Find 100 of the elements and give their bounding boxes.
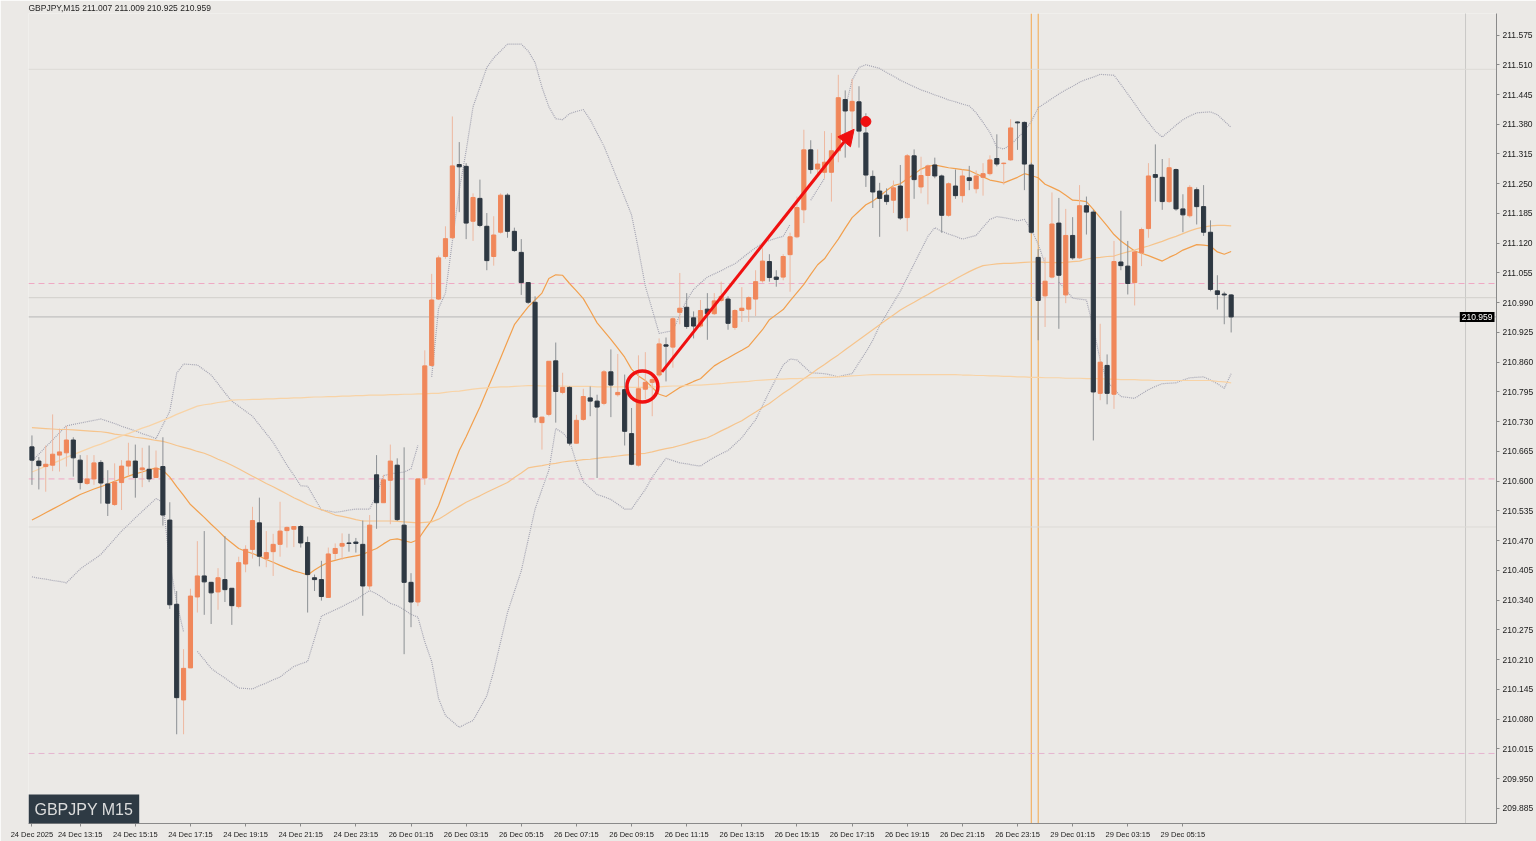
y-tick-label: 210.015 (1502, 743, 1534, 754)
y-tick-label: 211.055 (1502, 267, 1533, 278)
candlestick (842, 89, 848, 159)
candlestick (1001, 162, 1007, 186)
y-tick-label: 211.315 (1502, 148, 1533, 159)
y-tick-label: 210.925 (1502, 327, 1534, 338)
candlestick (98, 459, 104, 505)
y-tick-label: 210.990 (1502, 297, 1534, 308)
y-tick-label: 210.210 (1502, 654, 1534, 665)
y-tick-label: 211.250 (1502, 178, 1533, 189)
candlestick (1042, 256, 1048, 328)
candlestick (890, 180, 897, 214)
candlestick (77, 454, 83, 490)
candlestick (84, 454, 90, 486)
y-tick-label: 211.120 (1502, 238, 1533, 249)
line-series (31, 224, 1232, 524)
y-tick-label: 210.080 (1502, 714, 1534, 725)
candlestick (1118, 210, 1124, 271)
candlestick (112, 462, 118, 507)
candlestick (787, 232, 793, 293)
candlestick (29, 434, 35, 486)
y-tick-label: 209.950 (1502, 773, 1534, 784)
y-tick-label: 210.275 (1502, 624, 1534, 635)
candlestick (263, 530, 269, 568)
candlestick (560, 372, 566, 395)
candlestick (1214, 274, 1220, 311)
candlestick (298, 524, 304, 549)
y-tick-label: 210.405 (1502, 565, 1534, 576)
y-tick-label: 210.600 (1502, 476, 1534, 487)
candlestick (201, 530, 207, 616)
candlestick (146, 445, 152, 483)
y-tick-label: 211.445 (1502, 89, 1533, 100)
y-tick-label: 209.885 (1502, 803, 1534, 814)
candlestick (808, 139, 814, 175)
candlestick (849, 78, 855, 131)
y-tick-label: 210.860 (1502, 357, 1534, 368)
candlestick (766, 253, 772, 283)
candlestick (208, 581, 214, 625)
candlestick (442, 225, 449, 260)
ref-line-label: 210.959 (1461, 311, 1493, 322)
candlestick (380, 474, 387, 504)
candlestick (118, 459, 125, 511)
y-tick-label: 211.510 (1502, 59, 1533, 70)
candlestick (243, 544, 249, 573)
candlestick (691, 310, 697, 339)
candlestick (952, 169, 959, 200)
candlestick (132, 444, 138, 499)
candlestick (91, 454, 97, 486)
candlestick (215, 567, 221, 611)
candlestick (63, 425, 69, 468)
candlestick (966, 165, 972, 191)
candlestick (649, 375, 655, 417)
candlestick (36, 456, 42, 490)
candlestick (1228, 293, 1234, 333)
candlestick (50, 413, 56, 472)
candlestick (318, 560, 324, 602)
candlestick (387, 444, 393, 525)
candlestick (573, 414, 579, 445)
y-tick-label: 210.535 (1502, 505, 1534, 516)
candlestick (1014, 121, 1021, 151)
annotation: GBPJPY M15 (34, 800, 134, 818)
y-tick-label: 210.730 (1502, 416, 1534, 427)
y-tick-label: 210.145 (1502, 684, 1534, 695)
candlestick (1180, 193, 1186, 233)
candlestick (911, 148, 917, 200)
candlestick (1221, 291, 1227, 325)
candlestick (511, 227, 517, 253)
y-tick-label: 211.575 (1502, 30, 1533, 41)
candlestick (539, 416, 545, 451)
candlestick (1070, 216, 1076, 261)
y-tick-label: 210.665 (1502, 446, 1534, 457)
candlestick (56, 428, 63, 473)
candlestick (870, 169, 876, 209)
candlestick (677, 272, 683, 325)
y-tick-label: 210.795 (1502, 386, 1534, 397)
y-tick-label: 210.340 (1502, 595, 1534, 606)
candlestick (1083, 196, 1089, 236)
y-tick-label: 211.185 (1502, 208, 1533, 219)
candlestick (663, 337, 669, 382)
candlestick (994, 133, 1000, 167)
candlestick (759, 247, 766, 284)
candlestick (194, 540, 200, 614)
candlestick (684, 292, 690, 330)
candlestick (139, 447, 145, 488)
candlestick (339, 532, 345, 561)
candlestick (959, 169, 965, 203)
candlestick (780, 253, 786, 281)
candlestick (1194, 186, 1200, 225)
candlestick (1152, 143, 1158, 203)
candlestick (105, 469, 111, 517)
candlestick (70, 436, 76, 478)
candlestick (615, 353, 621, 398)
candlestick (470, 192, 476, 242)
chart-title: GBPJPY,M15 211.007 211.009 210.925 210.959 (28, 3, 212, 13)
candlestick (608, 348, 614, 418)
y-tick-label: 211.380 (1502, 119, 1533, 130)
candlestick (125, 442, 131, 477)
y-tick-label: 210.470 (1502, 535, 1534, 546)
candlestick (1125, 240, 1131, 295)
candlestick (153, 450, 159, 479)
